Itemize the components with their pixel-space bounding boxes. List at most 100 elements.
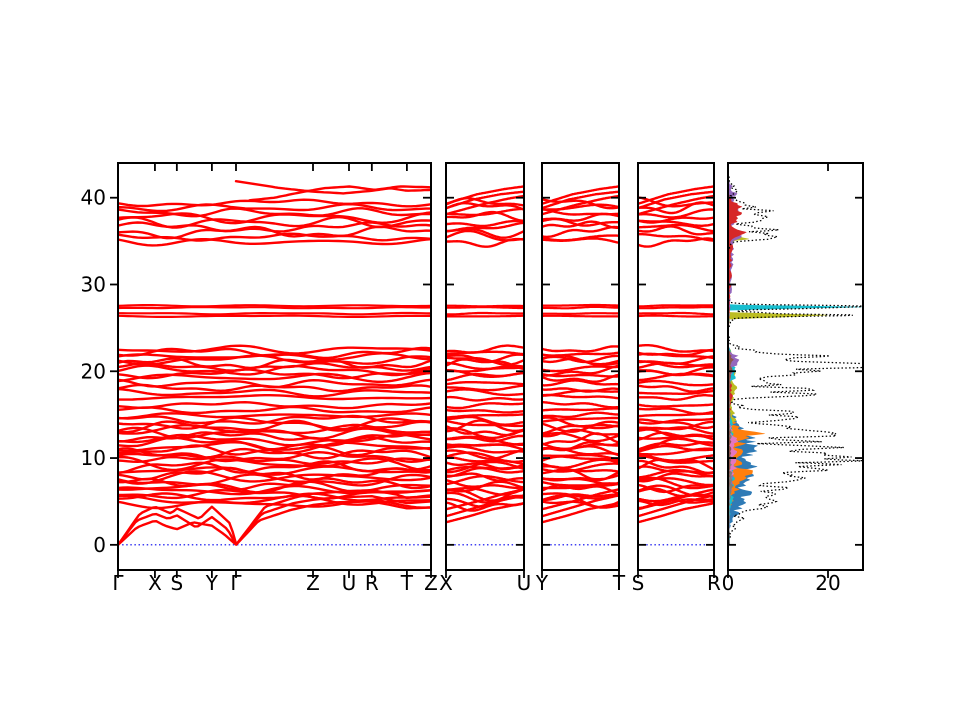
phonon-band — [118, 412, 431, 420]
phonon-band — [446, 384, 524, 392]
phonon-band-acoustic — [118, 500, 431, 546]
phonon-band — [638, 497, 714, 507]
phonon-band — [118, 401, 431, 410]
kpoint-label: Z — [424, 571, 438, 595]
phonon-band — [118, 344, 431, 355]
dos-x-tick-label: 20 — [815, 571, 840, 595]
phonon-band — [446, 449, 524, 460]
phonon-band — [638, 311, 714, 316]
phonon-band — [638, 403, 714, 408]
phonon-band — [542, 420, 619, 433]
kpoint-label: T — [400, 571, 414, 595]
phonon-band — [446, 434, 524, 443]
kpoint-label: S — [632, 571, 645, 595]
y-tick-label: 40 — [81, 186, 106, 210]
phonon-band-acoustic — [446, 488, 524, 511]
phonon-band — [118, 362, 431, 372]
phonon-band — [542, 480, 619, 487]
band-panel-content — [638, 185, 714, 546]
phonon-band — [118, 304, 431, 308]
phonon-band — [638, 314, 714, 318]
phonon-band — [638, 472, 714, 483]
phonon-band — [118, 215, 431, 229]
dos-partial-pdos-purple — [728, 169, 742, 545]
phonon-band — [542, 411, 619, 419]
phonon-band — [638, 225, 714, 236]
phonon-band-optical — [638, 194, 714, 216]
phonon-band-acoustic — [446, 494, 524, 518]
phonon-band — [638, 428, 714, 438]
phonon-band — [446, 413, 524, 419]
phonon-band — [542, 303, 619, 307]
phonon-band-acoustic — [542, 494, 619, 518]
phonon-band — [446, 425, 524, 437]
phonon-band — [118, 203, 431, 213]
phonon-band — [638, 468, 714, 479]
phonon-band — [542, 220, 619, 229]
phonon-band — [542, 312, 619, 315]
phonon-band-optical — [638, 190, 714, 210]
phonon-band — [446, 344, 524, 354]
kpoint-label: X — [148, 571, 162, 595]
phonon-band — [638, 233, 714, 242]
phonon-band-optical — [446, 185, 524, 205]
panel-frame — [445, 162, 525, 571]
phonon-band — [118, 311, 431, 316]
phonon-band — [118, 354, 431, 366]
band-panel-content — [446, 185, 524, 546]
y-tick-label: 20 — [81, 359, 106, 383]
phonon-band-optical — [234, 180, 431, 195]
phonon-band-acoustic — [638, 502, 714, 524]
panel-frame — [541, 162, 620, 571]
phonon-band — [542, 203, 619, 211]
kpoint-label: Γ — [230, 571, 242, 595]
dos-partial-pdos-brown — [728, 169, 734, 545]
phonon-band-acoustic — [638, 488, 714, 511]
phonon-band — [542, 354, 619, 364]
dos-partial-pdos-orange — [728, 169, 766, 545]
dos-partial-pdos-magenta — [728, 169, 739, 545]
phonon-band — [446, 415, 524, 426]
phonon-band — [638, 348, 714, 357]
phonon-band — [446, 461, 524, 471]
phonon-band — [118, 430, 431, 443]
phonon-band — [638, 304, 714, 308]
phonon-band — [638, 379, 714, 387]
phonon-band — [542, 416, 619, 423]
phonon-band — [118, 405, 431, 415]
phonon-band-acoustic — [118, 495, 431, 546]
phonon-band — [638, 223, 714, 233]
phonon-band — [542, 407, 619, 412]
phonon-band-acoustic — [638, 494, 714, 518]
dos-x-tick-label: 0 — [722, 571, 735, 595]
kpoint-label: X — [439, 571, 453, 595]
phonon-band-optical — [446, 194, 524, 216]
phonon-band — [542, 379, 619, 387]
phonon-band — [542, 431, 619, 443]
phonon-band — [446, 479, 524, 489]
phonon-band-acoustic — [118, 489, 431, 546]
phonon-band — [638, 459, 714, 475]
phonon-band — [118, 394, 431, 401]
panel-frame — [727, 162, 864, 571]
phonon-band — [118, 198, 431, 208]
phonon-band — [638, 418, 714, 430]
phonon-band — [446, 395, 524, 402]
dos-total-line — [728, 170, 863, 545]
phonon-band-optical — [542, 185, 619, 205]
phonon-band — [446, 408, 524, 414]
kpoint-label: Z — [306, 571, 320, 595]
phonon-band — [542, 455, 619, 464]
kpoint-label: Γ — [112, 571, 124, 595]
phonon-band — [542, 225, 619, 239]
phonon-band — [542, 462, 619, 473]
phonon-band — [542, 305, 619, 310]
phonon-band — [638, 208, 714, 219]
phonon-band — [638, 384, 714, 393]
phonon-band — [118, 378, 431, 389]
phonon-band — [446, 419, 524, 428]
phonon-band — [446, 361, 524, 371]
kpoint-label: Y — [205, 571, 219, 595]
